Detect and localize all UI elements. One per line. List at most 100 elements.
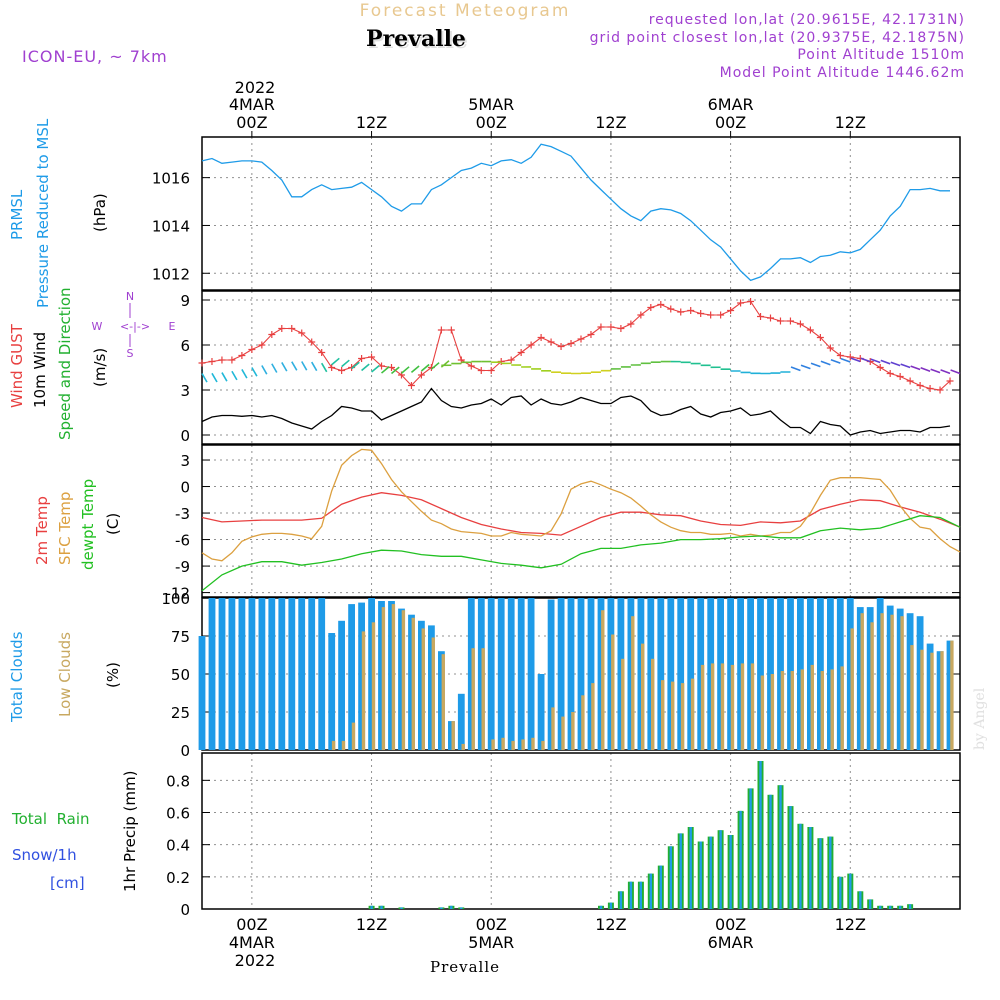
- low-cloud-bar: [491, 739, 495, 750]
- gust-marker: [268, 331, 276, 338]
- gust-marker: [687, 307, 695, 314]
- total-cloud-bar: [328, 633, 336, 750]
- total-cloud-bar: [817, 598, 824, 750]
- gust-marker: [926, 385, 934, 392]
- low-cloud-bar: [950, 640, 954, 750]
- ytick-label-temperature: -12: [166, 585, 191, 603]
- total-cloud-bar: [457, 693, 465, 750]
- footer-location: Prevalle: [430, 958, 500, 976]
- total-cloud-bar: [797, 598, 804, 750]
- ytick-label-temperature: -3: [175, 505, 190, 523]
- ytick-label-clouds: 50: [171, 666, 190, 684]
- panel-frame-precipitation: [201, 752, 961, 910]
- low-cloud-bar: [880, 613, 884, 750]
- temp-line-2m-temp: [201, 492, 961, 536]
- dewpt-label: dewpt Temp: [79, 479, 97, 570]
- total-cloud-bar: [208, 598, 216, 750]
- low-cloud-bar: [581, 695, 585, 750]
- gust-marker: [667, 305, 675, 313]
- low-cloud-bar: [720, 663, 725, 750]
- low-cloud-bar: [890, 614, 894, 750]
- gust-marker: [617, 325, 625, 332]
- gust-marker: [517, 349, 525, 356]
- gust-marker: [417, 371, 425, 379]
- ytick-label-precipitation: 0.8: [166, 772, 190, 790]
- low-cloud-bar: [820, 671, 824, 750]
- total-cloud-bar: [218, 598, 226, 750]
- total-cloud-bar: [308, 598, 316, 750]
- brand-title: Forecast Meteogram: [360, 1, 571, 21]
- low-cloud-bar: [471, 648, 475, 750]
- low-cloud-bar: [431, 637, 435, 750]
- total-cloud-bar: [667, 598, 675, 750]
- gust-marker: [467, 362, 475, 370]
- low-cloud-bar: [830, 669, 834, 750]
- bottom-tick-label: 00Z: [715, 915, 746, 934]
- total-cloud-bar: [846, 598, 854, 750]
- wind-direction-arrow: [221, 372, 228, 382]
- rain-label: Total Rain: [11, 810, 90, 828]
- gust-marker: [757, 313, 765, 320]
- wind-direction-arrow: [430, 362, 440, 370]
- wind-direction-arrow: [440, 360, 450, 368]
- compass-rose: N S W E <-|->: [92, 290, 176, 360]
- gust-marker: [836, 352, 844, 359]
- low-cloud-bar: [501, 737, 505, 750]
- ytick-label-clouds: 100: [161, 590, 190, 608]
- total-cloud-bar: [627, 598, 635, 750]
- total-cloud-bar: [707, 598, 715, 750]
- gust-marker: [607, 323, 615, 331]
- bottom-tick-label: 12Z: [835, 915, 866, 934]
- gust-marker: [647, 304, 655, 311]
- pressure-label-1: PRMSL: [8, 189, 26, 240]
- gust-marker: [238, 352, 246, 359]
- total-cloud-bar: [936, 651, 944, 750]
- total-cloud-bar: [807, 598, 814, 750]
- wind-direction-arrow: [920, 367, 931, 373]
- low-cloud-bar: [651, 658, 655, 750]
- total-cloud-bar: [567, 598, 575, 750]
- wind-direction-arrow: [271, 363, 278, 373]
- total-cloud-bar: [467, 598, 475, 750]
- gust-marker: [886, 370, 894, 377]
- total-cloud-bar: [607, 598, 615, 750]
- ytick-label-clouds: 75: [171, 628, 190, 646]
- bottom-time-axis: 2022 00Z 12Z 00Z 12Z 00Z 12Z 4MAR 5MAR 6MAR: [229, 915, 866, 970]
- wind-direction-arrow: [320, 362, 328, 373]
- total-cloud-bar: [866, 607, 874, 750]
- total-cloud-bar: [418, 620, 425, 750]
- wind-direction-arrow: [351, 361, 360, 370]
- low-cloud-bar: [551, 707, 555, 750]
- total-cloud-bar: [268, 598, 276, 750]
- total-cloud-bar: [767, 598, 774, 750]
- temp-labels: 2m Temp SFC Temp dewpt Temp (C): [33, 479, 122, 570]
- gust-marker: [278, 325, 286, 332]
- low-cloud-bar: [680, 683, 685, 750]
- low-cloud-bar: [361, 631, 366, 750]
- bottom-date-label: 5MAR: [468, 933, 514, 952]
- wind-direction-arrow: [900, 363, 911, 369]
- ytick-label-precipitation: 0.6: [166, 805, 190, 823]
- total-cloud-bar: [248, 598, 256, 750]
- low-cloud-bar: [331, 740, 336, 750]
- panels-layer: 1012 1014 1016 0 3 6 9 3 0 -3 -6 -9 -12 0 25 50 75 100 0 0.…: [152, 136, 961, 919]
- gust-marker: [946, 377, 954, 385]
- wind-direction-arrow: [420, 363, 430, 372]
- bottom-tick-label: 12Z: [356, 915, 387, 934]
- snow-unit: [cm]: [50, 874, 85, 892]
- watermark: by Angel: [972, 687, 988, 750]
- gust-marker: [198, 359, 206, 367]
- gust-marker: [447, 326, 455, 334]
- panel-frame-wind: [201, 290, 961, 445]
- gust-marker: [407, 382, 415, 389]
- wind-dir-label: Speed and Direction: [56, 287, 74, 440]
- wind-direction-arrow: [830, 358, 841, 364]
- ytick-label-clouds: 0: [180, 742, 190, 760]
- gust-marker: [767, 314, 774, 322]
- wind-direction-arrow: [361, 363, 370, 372]
- gust-marker: [547, 338, 555, 346]
- gust-marker: [358, 355, 366, 362]
- gust-marker: [776, 317, 784, 325]
- total-cloud-bar: [677, 598, 685, 750]
- wind-direction-arrow: [381, 365, 390, 374]
